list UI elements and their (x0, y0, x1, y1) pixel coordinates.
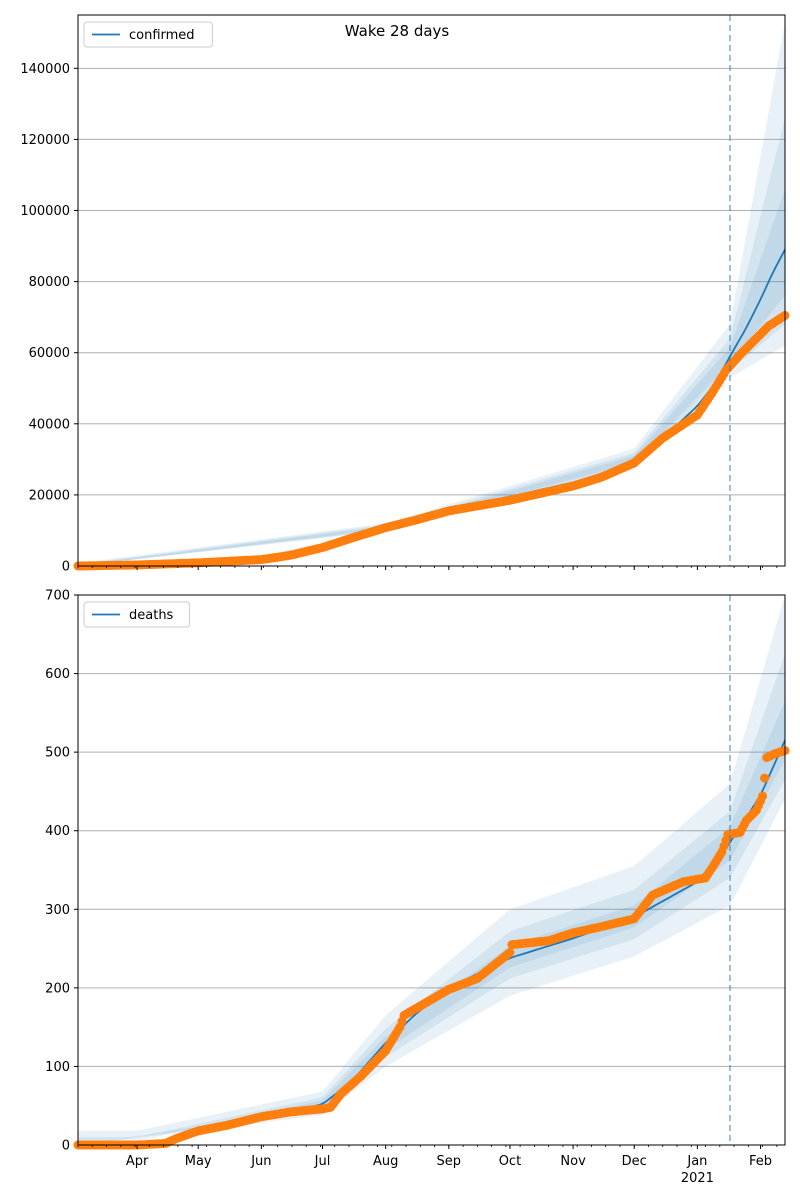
x-tick-label: Jun (250, 1154, 271, 1169)
legend-label: confirmed (129, 28, 195, 43)
x-tick-label: Jan (686, 1154, 707, 1169)
y-tick-label: 100 (45, 1060, 70, 1075)
y-tick-label: 600 (45, 667, 70, 682)
observed-point (505, 948, 515, 957)
x-tick-label: Nov (560, 1154, 586, 1169)
axes-frame (77, 14, 786, 567)
confirmed-panel: 0 20000 40000 60000 80000 100000 120000 140000 c… (20, 14, 790, 575)
y-tick-label: 300 (45, 903, 70, 918)
observed-point (760, 773, 770, 783)
y-tick-label: 500 (45, 746, 70, 761)
y-tick-label: 80000 (29, 275, 70, 290)
y-tick-label: 700 (45, 589, 70, 604)
x-tick-label: Jul (314, 1154, 331, 1169)
y-tick-label: 200 (45, 981, 70, 996)
y-tick-label: 0 (62, 560, 70, 575)
legend: deaths (83, 601, 191, 628)
uncertainty-band-middle (78, 653, 785, 1145)
y-tick-label: 400 (45, 824, 70, 839)
axes-frame (77, 594, 786, 1146)
uncertainty-band-outer (78, 595, 785, 1145)
x-year-label: 2021 (681, 1171, 714, 1186)
legend-box (83, 21, 213, 48)
x-tick-label: Oct (499, 1154, 521, 1169)
legend-label: deaths (129, 608, 174, 623)
y-tick-label: 60000 (29, 346, 70, 361)
x-tick-label: Sep (437, 1154, 462, 1169)
x-tick-label: Apr (126, 1154, 149, 1169)
figure-title: Wake 28 days (345, 22, 450, 40)
y-tick-label: 0 (62, 1139, 70, 1154)
observed-point (758, 791, 768, 801)
x-tick-label: Aug (373, 1154, 398, 1169)
y-tick-label: 100000 (20, 204, 70, 219)
x-tick-label: May (185, 1154, 212, 1169)
x-tick-label: Feb (749, 1154, 772, 1169)
y-tick-label: 20000 (29, 488, 70, 503)
legend: confirmed (83, 21, 213, 48)
y-tick-label: 40000 (29, 417, 70, 432)
deaths-panel: 0 100 200 300 400 500 600 700 Apr May Jun Jul Aug Sep… (45, 589, 790, 1186)
x-tick-label: Dec (622, 1154, 647, 1169)
y-tick-label: 140000 (20, 62, 70, 77)
y-tick-label: 120000 (20, 133, 70, 148)
legend-box (83, 601, 191, 628)
